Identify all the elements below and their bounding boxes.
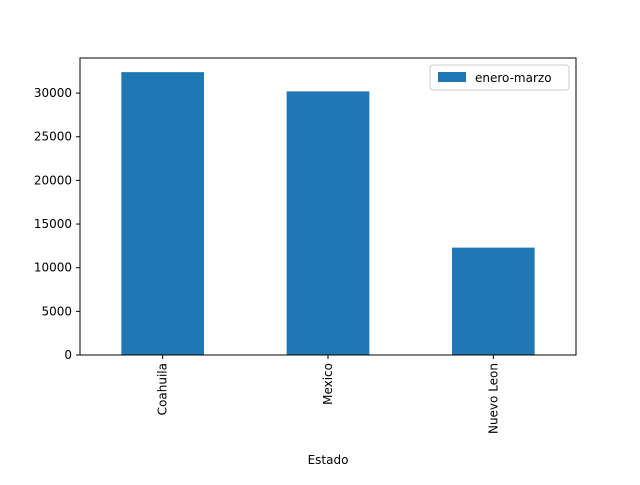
x-tick-label: Nuevo Leon (486, 363, 500, 434)
y-tick-label: 0 (64, 348, 72, 362)
y-tick-label: 5000 (41, 304, 72, 318)
legend-swatch (438, 72, 466, 82)
y-tick-label: 25000 (34, 130, 72, 144)
y-tick-label: 30000 (34, 86, 72, 100)
x-axis-label: Estado (308, 453, 349, 467)
bar-coahuila (121, 72, 204, 355)
legend: enero-marzo (429, 64, 570, 91)
y-tick-label: 10000 (34, 261, 72, 275)
bar-mexico (286, 91, 370, 355)
y-tick-label: 15000 (34, 217, 72, 231)
legend-box (429, 64, 570, 91)
x-tick-label: Coahuila (156, 363, 170, 415)
bars-layer (121, 72, 535, 355)
x-axis: Coahuila Mexico Nuevo Leon (156, 355, 500, 434)
bar-nuevo-leon (452, 247, 535, 355)
plot-area-frame (79, 57, 577, 356)
y-axis: 0 5000 10000 15000 20000 25000 30000 (34, 86, 80, 362)
y-tick-label: 20000 (34, 173, 72, 187)
x-tick-label: Mexico (321, 363, 335, 405)
legend-label: enero-marzo (475, 71, 552, 85)
